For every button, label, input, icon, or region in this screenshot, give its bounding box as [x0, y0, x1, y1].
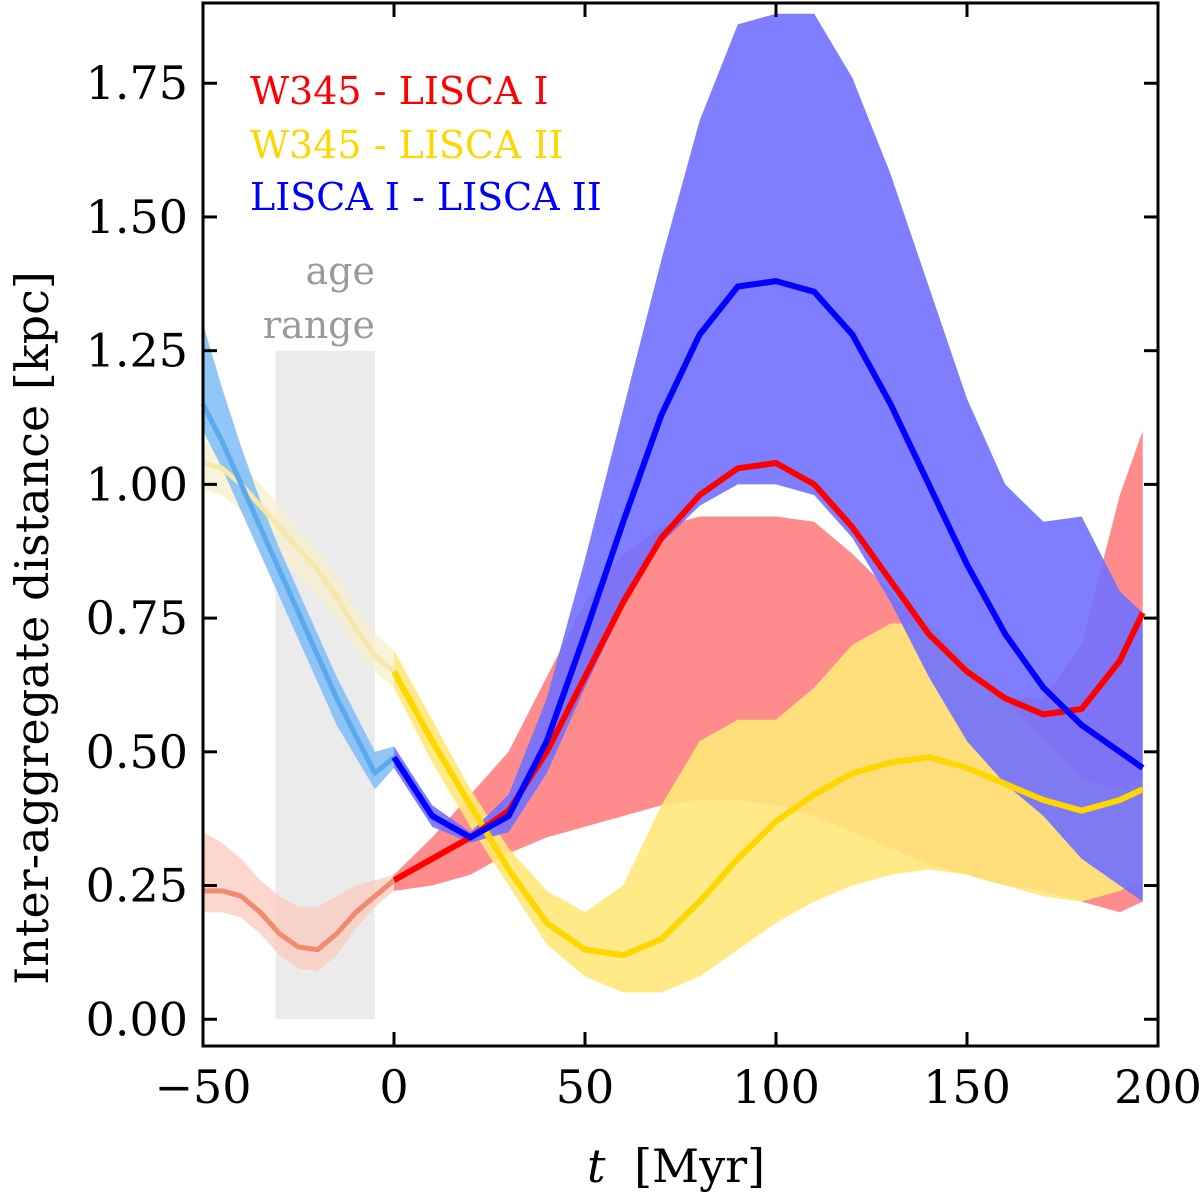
- w345-lisca-i-band-past: [203, 832, 394, 972]
- y-tick-label: 1.25: [86, 324, 188, 378]
- y-tick-label: 0.50: [86, 725, 188, 779]
- y-tick-label: 0.25: [86, 859, 188, 913]
- x-axis-title-var: t: [587, 1139, 606, 1193]
- lisca-i-lisca-ii-line-past: [200, 403, 396, 776]
- x-tick-label: −50: [154, 1060, 251, 1114]
- y-tick-label: 0.00: [86, 992, 188, 1046]
- x-axis-title: t [Myr]: [587, 1139, 765, 1193]
- x-axis-title-unit: [Myr]: [634, 1139, 765, 1193]
- y-tick-label: 1.00: [86, 457, 188, 511]
- y-axis-title: Inter-aggregate distance [kpc]: [5, 271, 59, 985]
- w345-lisca-ii-line: [391, 670, 1144, 959]
- age-range-label-line1: age: [306, 249, 375, 293]
- w345-lisca-i-line-past: [203, 878, 396, 953]
- x-tick-label: 0: [379, 1060, 408, 1114]
- ticks: −50 0 50 100 150 200 0.00 0.25 0.50 0.75 1.00 1.25 1…: [86, 3, 1200, 1114]
- x-tick-label: 50: [556, 1060, 615, 1114]
- lisca-i-lisca-ii-line: [391, 278, 1145, 841]
- x-tick-label: 200: [1114, 1060, 1200, 1114]
- legend: W345 - LISCA I W345 - LISCA II LISCA I -…: [250, 69, 602, 219]
- x-tick-label: 100: [732, 1060, 820, 1114]
- y-tick-label: 1.75: [86, 56, 188, 110]
- legend-entry-w345-lisca-ii: W345 - LISCA II: [250, 123, 563, 167]
- legend-entry-w345-lisca-i: W345 - LISCA I: [250, 69, 548, 113]
- plot-area: [200, 13, 1146, 1020]
- w345-lisca-ii-line-past: [202, 460, 396, 674]
- y-tick-label: 0.75: [86, 591, 188, 645]
- y-tick-label: 1.50: [86, 190, 188, 244]
- age-range-label-line2: range: [263, 303, 375, 347]
- axes-frame: [201, 1, 1160, 1048]
- x-tick-label: 150: [923, 1060, 1011, 1114]
- legend-entry-lisca-i-lisca-ii: LISCA I - LISCA II: [250, 175, 602, 219]
